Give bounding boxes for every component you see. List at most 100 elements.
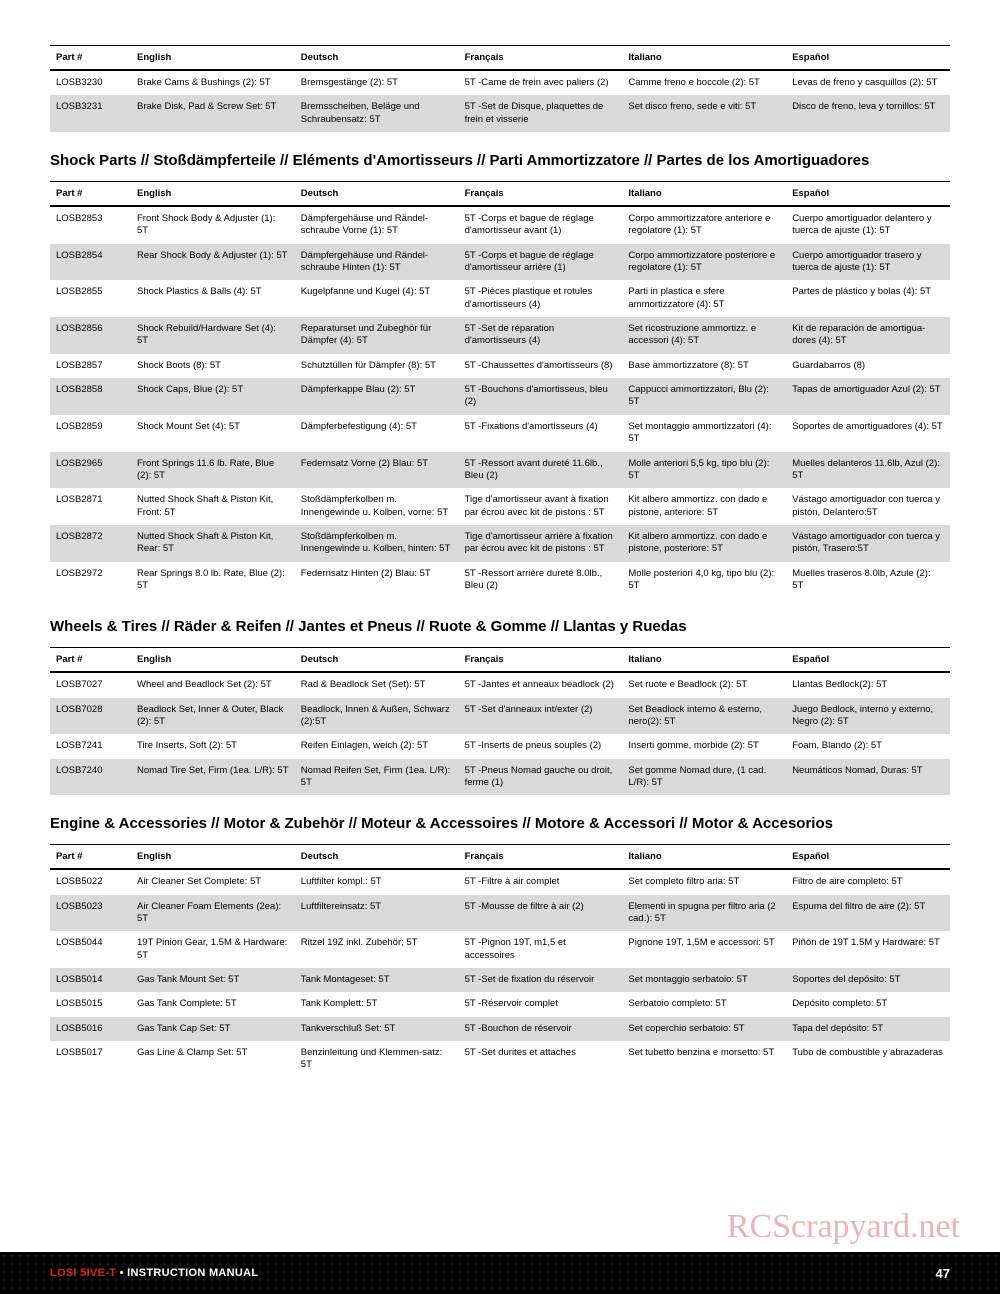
cell-desc: 5T -Inserts de pneus souples (2) <box>459 734 623 758</box>
table-row: LOSB2856Shock Rebuild/Hardware Set (4): … <box>50 317 950 354</box>
cell-part-number: LOSB2853 <box>50 206 131 244</box>
table-row: LOSB2858Shock Caps, Blue (2): 5TDämpferk… <box>50 378 950 415</box>
cell-part-number: LOSB5015 <box>50 992 131 1016</box>
cell-desc: Parti in plastica e sfere ammortizzatore… <box>622 280 786 317</box>
cell-desc: Shock Boots (8): 5T <box>131 354 295 378</box>
header-part: Part # <box>50 46 131 71</box>
cell-desc: Elementi in spugna per filtro aria (2 ca… <box>622 895 786 932</box>
cell-desc: Set montaggio ammortizzatori (4): 5T <box>622 415 786 452</box>
cell-desc: Set Beadlock interno & esterno, nero(2):… <box>622 698 786 735</box>
cell-desc: Dämpfergehäuse und Rändel-schraube Hinte… <box>295 244 459 281</box>
parts-table: Part #EnglishDeutschFrançaisItalianoEspa… <box>50 844 950 1077</box>
cell-desc: Tank Komplett: 5T <box>295 992 459 1016</box>
cell-desc: Shock Mount Set (4): 5T <box>131 415 295 452</box>
cell-desc: Dämpferkappe Blau (2): 5T <box>295 378 459 415</box>
header-english: English <box>131 845 295 870</box>
cell-desc: Piñón de 19T 1.5M y Hardware: 5T <box>786 931 950 968</box>
table-row: LOSB2854Rear Shock Body & Adjuster (1): … <box>50 244 950 281</box>
cell-part-number: LOSB5044 <box>50 931 131 968</box>
cell-desc: 5T -Pneus Nomad gauche ou droit, ferme (… <box>459 759 623 796</box>
table-row: LOSB5017Gas Line & Clamp Set: 5TBenzinle… <box>50 1041 950 1078</box>
page-content: Part #EnglishDeutschFrançaisItalianoEspa… <box>0 0 1000 1078</box>
header-deutsch: Deutsch <box>295 182 459 207</box>
cell-desc: Serbatoio completo: 5T <box>622 992 786 1016</box>
cell-part-number: LOSB2859 <box>50 415 131 452</box>
table-row: LOSB2872Nutted Shock Shaft & Piston Kit,… <box>50 525 950 562</box>
cell-desc: Reparaturset und Zubeghör für Dämpfer (4… <box>295 317 459 354</box>
cell-desc: 5T -Pignon 19T, m1,5 et accessoires <box>459 931 623 968</box>
table-row: LOSB2857Shock Boots (8): 5TSchutztüllen … <box>50 354 950 378</box>
table-row: LOSB2871Nutted Shock Shaft & Piston Kit,… <box>50 488 950 525</box>
cell-desc: Tige d'amortisseur avant à fixation par … <box>459 488 623 525</box>
cell-part-number: LOSB3231 <box>50 95 131 132</box>
cell-desc: Shock Rebuild/Hardware Set (4): 5T <box>131 317 295 354</box>
cell-desc: Rad & Beadlock Set (Set): 5T <box>295 672 459 697</box>
table-row: LOSB7241Tire Inserts, Soft (2): 5TReifen… <box>50 734 950 758</box>
header-deutsch: Deutsch <box>295 648 459 673</box>
cell-desc: Soportes de amortiguadores (4): 5T <box>786 415 950 452</box>
header-italiano: Italiano <box>622 46 786 71</box>
cell-desc: 5T -Bouchon de réservoir <box>459 1017 623 1041</box>
cell-desc: Federnsatz Vorne (2) Blau: 5T <box>295 452 459 489</box>
cell-desc: Gas Tank Cap Set: 5T <box>131 1017 295 1041</box>
table-row: LOSB3231Brake Disk, Pad & Screw Set: 5TB… <box>50 95 950 132</box>
cell-desc: Bremsgestänge (2): 5T <box>295 70 459 95</box>
cell-part-number: LOSB2857 <box>50 354 131 378</box>
header-espanol: Español <box>786 648 950 673</box>
table-row: LOSB2855Shock Plastics & Balls (4): 5TKu… <box>50 280 950 317</box>
cell-part-number: LOSB7028 <box>50 698 131 735</box>
cell-desc: Kugelpfanne und Kugel (4): 5T <box>295 280 459 317</box>
cell-desc: 5T -Ressort avant dureté 11.6lb., Bleu (… <box>459 452 623 489</box>
table-row: LOSB5022Air Cleaner Set Complete: 5TLuft… <box>50 869 950 894</box>
header-italiano: Italiano <box>622 845 786 870</box>
header-espanol: Español <box>786 46 950 71</box>
header-francais: Français <box>459 46 623 71</box>
cell-desc: 5T -Ressort arrière dureté 8.0lb., Bleu … <box>459 562 623 599</box>
cell-desc: Set coperchio serbatoio: 5T <box>622 1017 786 1041</box>
header-part: Part # <box>50 845 131 870</box>
cell-desc: Cappucci ammortizzatori, Blu (2): 5T <box>622 378 786 415</box>
cell-desc: Soportes del depósito: 5T <box>786 968 950 992</box>
cell-desc: Cuerpo amortiguador trasero y tuerca de … <box>786 244 950 281</box>
cell-desc: Tige d'amortisseur arrière à fixation pa… <box>459 525 623 562</box>
cell-desc: 5T -Réservoir complet <box>459 992 623 1016</box>
cell-desc: Tapas de amortiguador Azul (2): 5T <box>786 378 950 415</box>
cell-desc: 5T -Mousse de filtre à air (2) <box>459 895 623 932</box>
footer-page-number: 47 <box>936 1266 950 1281</box>
table-row: LOSB5014Gas Tank Mount Set: 5TTank Monta… <box>50 968 950 992</box>
footer-manual: INSTRUCTION MANUAL <box>127 1267 258 1279</box>
cell-desc: 5T -Chaussettes d'amortisseurs (8) <box>459 354 623 378</box>
cell-desc: Corpo ammortizzatore anteriore e regolat… <box>622 206 786 244</box>
cell-desc: Reifen Einlagen, weich (2): 5T <box>295 734 459 758</box>
cell-desc: Kit albero ammortizz. con dado e pistone… <box>622 488 786 525</box>
cell-desc: 5T -Corps et bague de réglage d'amortiss… <box>459 206 623 244</box>
table-row: LOSB7028Beadlock Set, Inner & Outer, Bla… <box>50 698 950 735</box>
table-row: LOSB2972Rear Springs 8.0 lb. Rate, Blue … <box>50 562 950 599</box>
table-row: LOSB5015Gas Tank Complete: 5TTank Komple… <box>50 992 950 1016</box>
cell-desc: 5T -Corps et bague de réglage d'amortiss… <box>459 244 623 281</box>
cell-desc: Llantas Bedlock(2): 5T <box>786 672 950 697</box>
section-title: Shock Parts // Stoßdämpferteile // Eléme… <box>50 150 950 171</box>
table-row: LOSB3230Brake Cams & Bushings (2): 5TBre… <box>50 70 950 95</box>
cell-desc: Brake Disk, Pad & Screw Set: 5T <box>131 95 295 132</box>
table-row: LOSB2965Front Springs 11.6 lb. Rate, Blu… <box>50 452 950 489</box>
table-row: LOSB5023Air Cleaner Foam Elements (2ea):… <box>50 895 950 932</box>
cell-desc: Beadlock Set, Inner & Outer, Black (2): … <box>131 698 295 735</box>
cell-desc: 5T -Filtre à air complet <box>459 869 623 894</box>
cell-desc: Set gomme Nomad dure, (1 cad. L/R): 5T <box>622 759 786 796</box>
cell-desc: Tankverschluß Set: 5T <box>295 1017 459 1041</box>
cell-desc: Set ruote e Beadlock (2): 5T <box>622 672 786 697</box>
header-part: Part # <box>50 182 131 207</box>
cell-part-number: LOSB2856 <box>50 317 131 354</box>
header-espanol: Español <box>786 182 950 207</box>
cell-desc: Vástago amortiguador con tuerca y pistón… <box>786 525 950 562</box>
cell-desc: Rear Shock Body & Adjuster (1): 5T <box>131 244 295 281</box>
cell-desc: Gas Tank Complete: 5T <box>131 992 295 1016</box>
page-footer: LOSI 5IVE-T • INSTRUCTION MANUAL 47 <box>0 1252 1000 1294</box>
watermark-text: RCScrapyard.net <box>727 1208 960 1246</box>
cell-desc: Kit de reparación de amortigua-dores (4)… <box>786 317 950 354</box>
cell-desc: Set ricostruzione ammortizz. e accessori… <box>622 317 786 354</box>
cell-part-number: LOSB2871 <box>50 488 131 525</box>
cell-desc: Inserti gomme, morbide (2): 5T <box>622 734 786 758</box>
cell-desc: Set disco freno, sede e viti: 5T <box>622 95 786 132</box>
